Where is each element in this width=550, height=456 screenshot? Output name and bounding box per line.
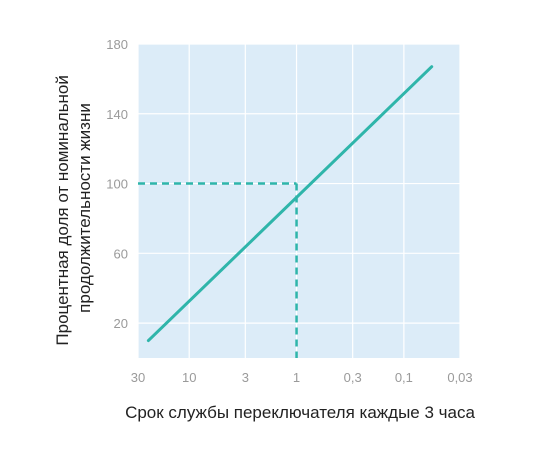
x-tick-label: 10 — [182, 370, 196, 385]
x-tick-label: 3 — [242, 370, 249, 385]
y-tick-label: 180 — [106, 37, 128, 52]
x-tick-label: 0,1 — [395, 370, 413, 385]
y-tick-label: 100 — [106, 177, 128, 192]
series-layer — [146, 65, 434, 343]
y-tick-label: 140 — [106, 107, 128, 122]
series-line — [146, 65, 434, 343]
y-tick-label: 60 — [114, 246, 128, 261]
y-axis-ticks: 180 140 100 60 20 — [106, 37, 128, 331]
reference-lines — [138, 182, 298, 358]
x-axis-ticks: 30 10 3 1 0,3 0,1 0,03 — [131, 370, 473, 385]
x-tick-label: 1 — [293, 370, 300, 385]
plot-area — [138, 44, 460, 358]
y-axis-title-line-1: Процентная доля от номинальной — [53, 75, 72, 346]
y-tick-label: 20 — [114, 316, 128, 331]
x-tick-label: 0,03 — [447, 370, 472, 385]
x-tick-label: 30 — [131, 370, 145, 385]
x-tick-label: 0,3 — [344, 370, 362, 385]
x-axis-title: Срок службы переключателя каждые 3 часа — [125, 403, 475, 422]
grid-lines — [137, 43, 461, 358]
y-axis-title: Процентная доля от номинальной продолжит… — [53, 70, 94, 345]
y-axis-title-line-2: продолжительности жизни — [75, 103, 94, 313]
